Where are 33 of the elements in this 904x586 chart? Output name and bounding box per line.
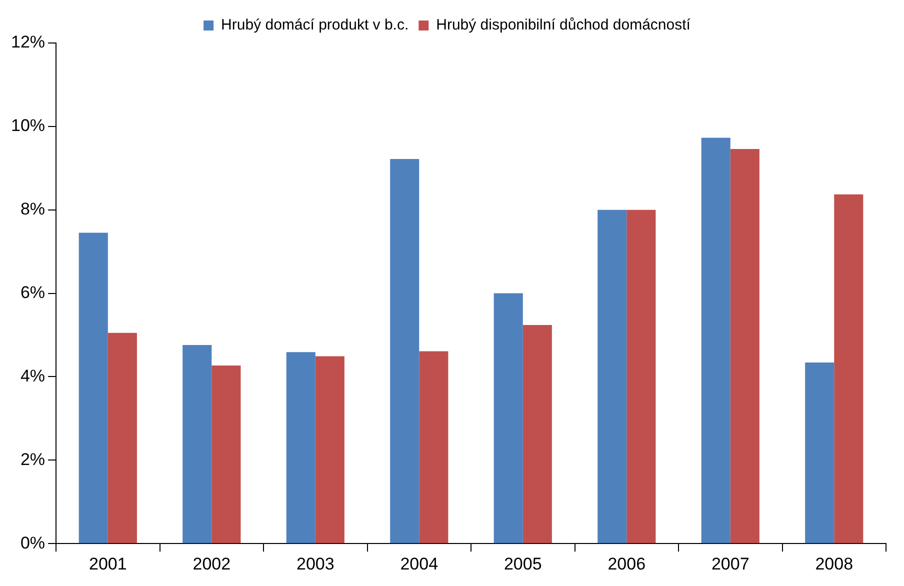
y-tick-label: 4% [20, 366, 46, 386]
bar [315, 356, 344, 544]
y-tick-label: 0% [20, 533, 46, 552]
x-tick-label: 2007 [711, 554, 750, 574]
legend-label: Hrubý domácí produkt v b.c. [221, 16, 409, 34]
bar [419, 351, 448, 544]
y-tick-label: 10% [10, 116, 46, 136]
bar [182, 345, 212, 544]
bar [108, 332, 137, 544]
x-tick-label: 2002 [192, 554, 231, 574]
bar [730, 148, 760, 544]
bar [805, 362, 834, 544]
bar [286, 352, 316, 544]
bar [78, 232, 108, 544]
bar [390, 158, 420, 544]
bar [494, 293, 523, 544]
bar [701, 138, 730, 544]
bar [598, 210, 627, 544]
bar [626, 210, 656, 544]
x-tick-label: 2001 [88, 554, 127, 574]
x-tick-label: 2003 [296, 554, 334, 574]
bar [834, 194, 864, 544]
y-tick-label: 6% [20, 282, 46, 302]
x-tick-label: 2004 [400, 554, 438, 574]
legend-label: Hrubý disponibilní důchod domácností [436, 16, 692, 34]
y-tick-label: 12% [10, 32, 46, 52]
bar [522, 325, 552, 544]
x-tick-label: 2008 [815, 554, 854, 574]
bar [212, 365, 241, 544]
x-tick-label: 2006 [608, 554, 646, 574]
y-tick-label: 8% [20, 200, 46, 219]
y-tick-label: 2% [20, 450, 46, 469]
x-tick-label: 2005 [504, 554, 542, 574]
